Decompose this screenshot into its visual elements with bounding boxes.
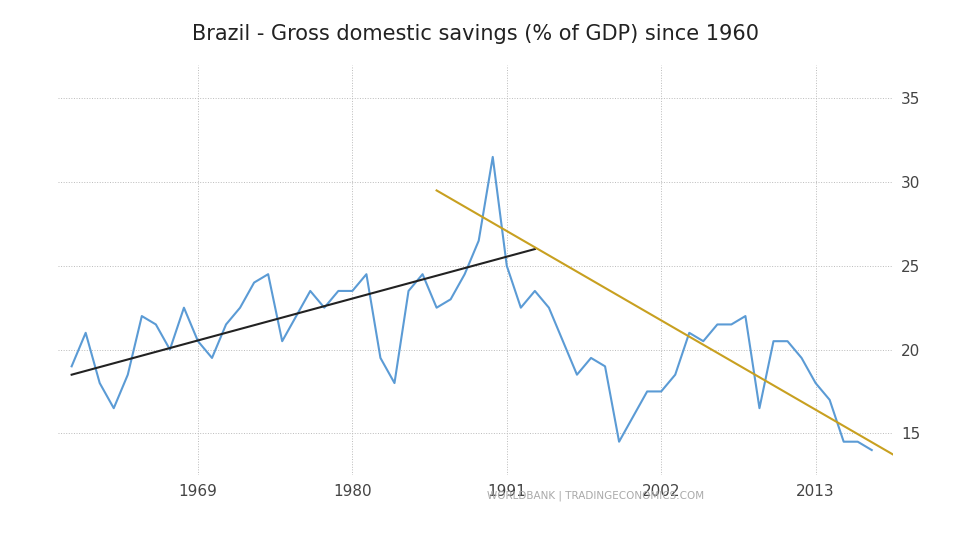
Text: WORLDBANK | TRADINGECONOMICS.COM: WORLDBANK | TRADINGECONOMICS.COM [487,491,704,501]
Title: Brazil - Gross domestic savings (% of GDP) since 1960: Brazil - Gross domestic savings (% of GD… [192,24,758,44]
